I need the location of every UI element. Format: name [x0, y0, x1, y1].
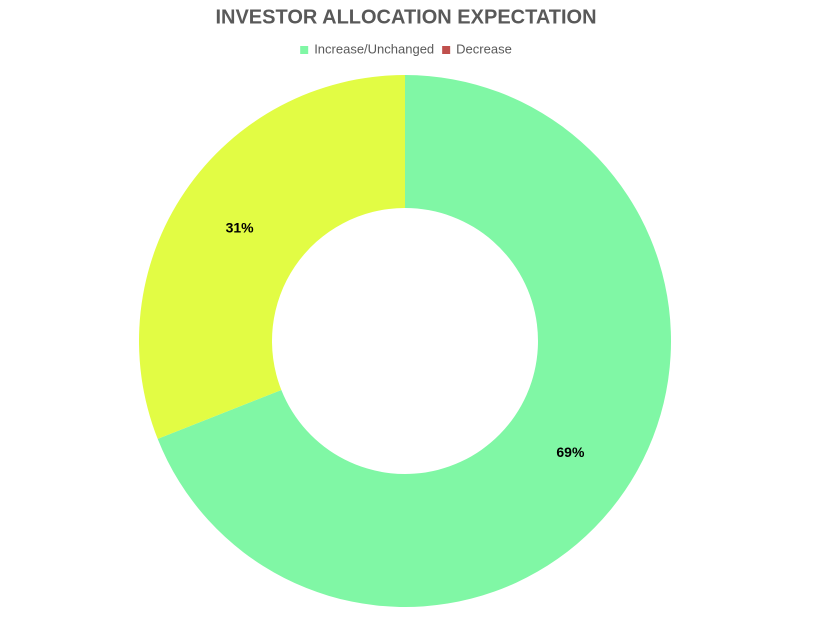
data-label: 31%: [226, 219, 255, 235]
donut-slice: [157, 75, 672, 608]
donut-slice: [138, 75, 405, 439]
data-label: 69%: [556, 444, 585, 460]
chart-title: INVESTOR ALLOCATION EXPECTATION: [215, 6, 596, 28]
legend-label: Increase/Unchanged: [314, 41, 434, 56]
legend-marker: [300, 46, 309, 54]
legend-marker: [442, 46, 451, 54]
legend-label: Decrease: [456, 41, 512, 56]
